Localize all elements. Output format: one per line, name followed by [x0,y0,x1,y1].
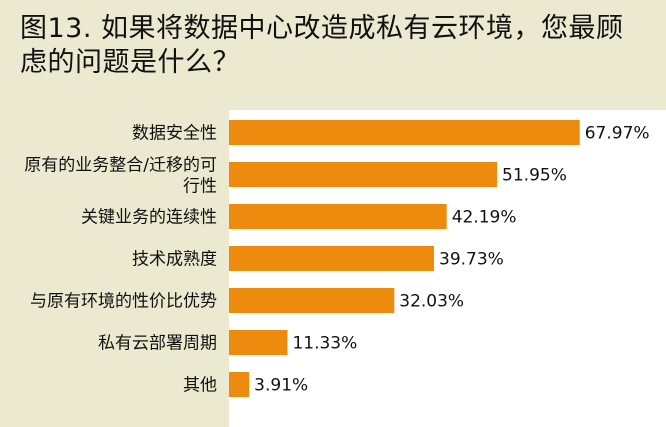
data-label-3: 42.19% [452,208,517,228]
category-label-6: 私有云部署周期 [98,334,217,354]
bar-2 [229,162,498,187]
category-label-7: 其他 [183,376,217,396]
data-label-5: 32.03% [399,292,464,312]
category-label-5: 与原有环境的性价比优势 [30,292,217,312]
bar-1 [229,120,580,145]
data-label-6: 11.33% [292,334,357,354]
category-label-4: 技术成熟度 [132,249,217,270]
bar-4 [229,246,435,271]
category-label-1: 数据安全性 [132,124,217,144]
data-label-2: 51.95% [502,166,567,186]
data-label-4: 39.73% [439,250,504,270]
bar-3 [229,204,447,229]
chart-title: 图13. 如果将数据中心改造成私有云环境，您最顾虑的问题是什么？ [20,13,624,78]
data-label-1: 67.97% [585,124,650,144]
bar-7 [229,372,250,397]
category-label-2: 原有的业务整合/迁移的可行性 [24,156,217,197]
bar-6 [229,330,288,355]
bar-5 [229,288,395,313]
category-label-3: 关键业务的连续性 [81,208,217,228]
data-label-7: 3.91% [254,376,308,396]
